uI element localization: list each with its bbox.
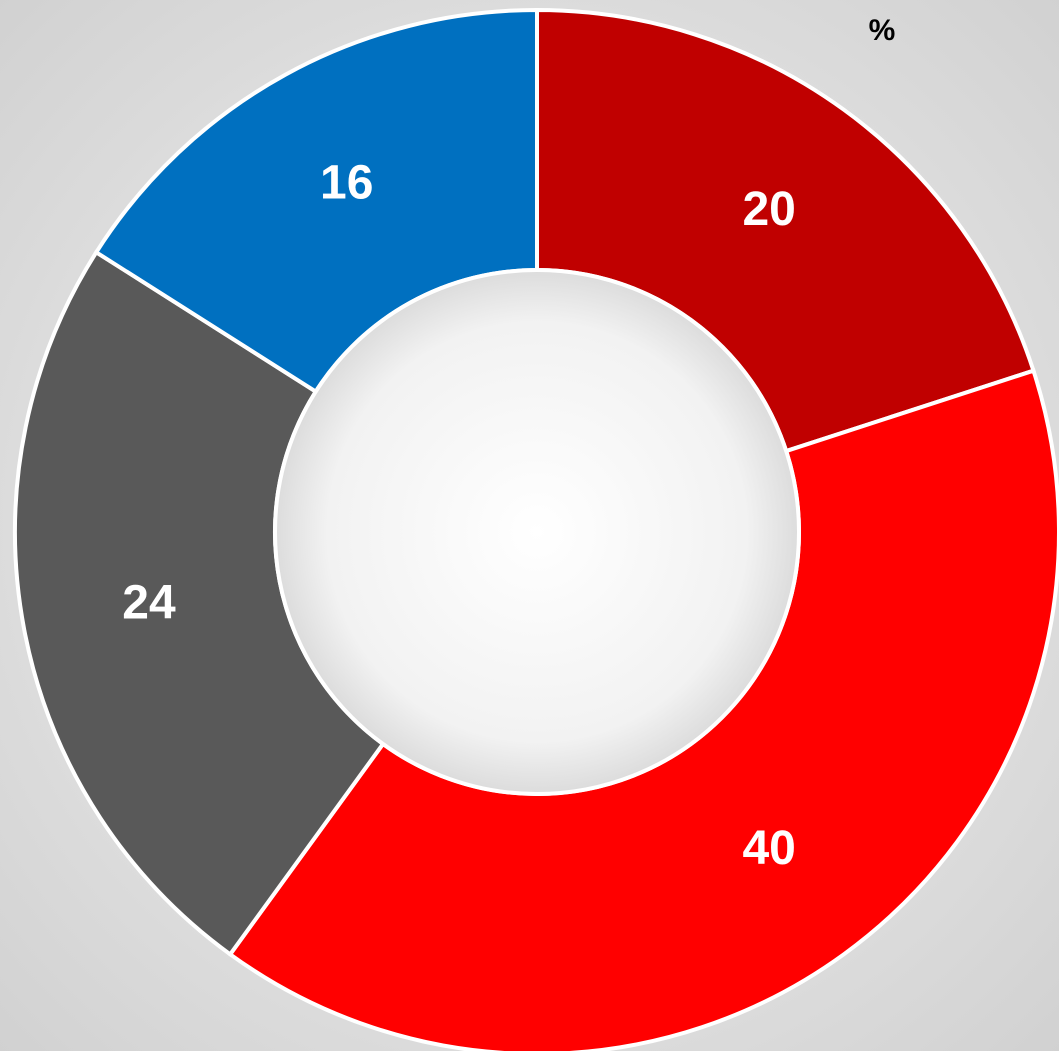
- page: {"chart_data": {"type": "pie", "title": …: [0, 0, 1059, 1051]
- value-label: 20: [742, 183, 795, 236]
- unit-label: %: [869, 14, 896, 47]
- center-image: [275, 270, 799, 794]
- chart: % 20 40 24 16: [0, 0, 1059, 1051]
- value-label: 24: [122, 577, 176, 630]
- value-label: 16: [320, 157, 373, 210]
- value-label: 40: [742, 822, 795, 875]
